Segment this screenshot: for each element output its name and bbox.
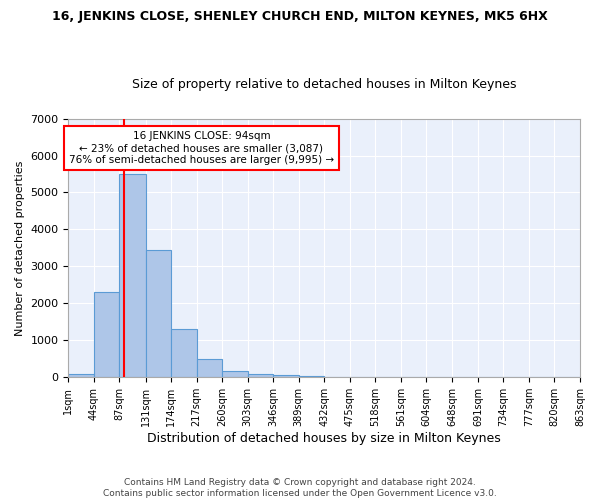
Bar <box>119 174 146 377</box>
Title: Size of property relative to detached houses in Milton Keynes: Size of property relative to detached ho… <box>132 78 517 91</box>
Text: 16 JENKINS CLOSE: 94sqm
← 23% of detached houses are smaller (3,087)
76% of semi: 16 JENKINS CLOSE: 94sqm ← 23% of detache… <box>69 132 334 164</box>
Bar <box>171 329 197 377</box>
Bar <box>273 376 299 377</box>
Text: 16, JENKINS CLOSE, SHENLEY CHURCH END, MILTON KEYNES, MK5 6HX: 16, JENKINS CLOSE, SHENLEY CHURCH END, M… <box>52 10 548 23</box>
Bar <box>222 371 248 377</box>
Bar <box>146 250 171 377</box>
Bar <box>68 374 94 377</box>
Bar <box>299 376 324 377</box>
Text: Contains HM Land Registry data © Crown copyright and database right 2024.
Contai: Contains HM Land Registry data © Crown c… <box>103 478 497 498</box>
X-axis label: Distribution of detached houses by size in Milton Keynes: Distribution of detached houses by size … <box>148 432 501 445</box>
Bar <box>94 292 119 377</box>
Y-axis label: Number of detached properties: Number of detached properties <box>15 160 25 336</box>
Bar <box>197 358 222 377</box>
Bar <box>248 374 273 377</box>
